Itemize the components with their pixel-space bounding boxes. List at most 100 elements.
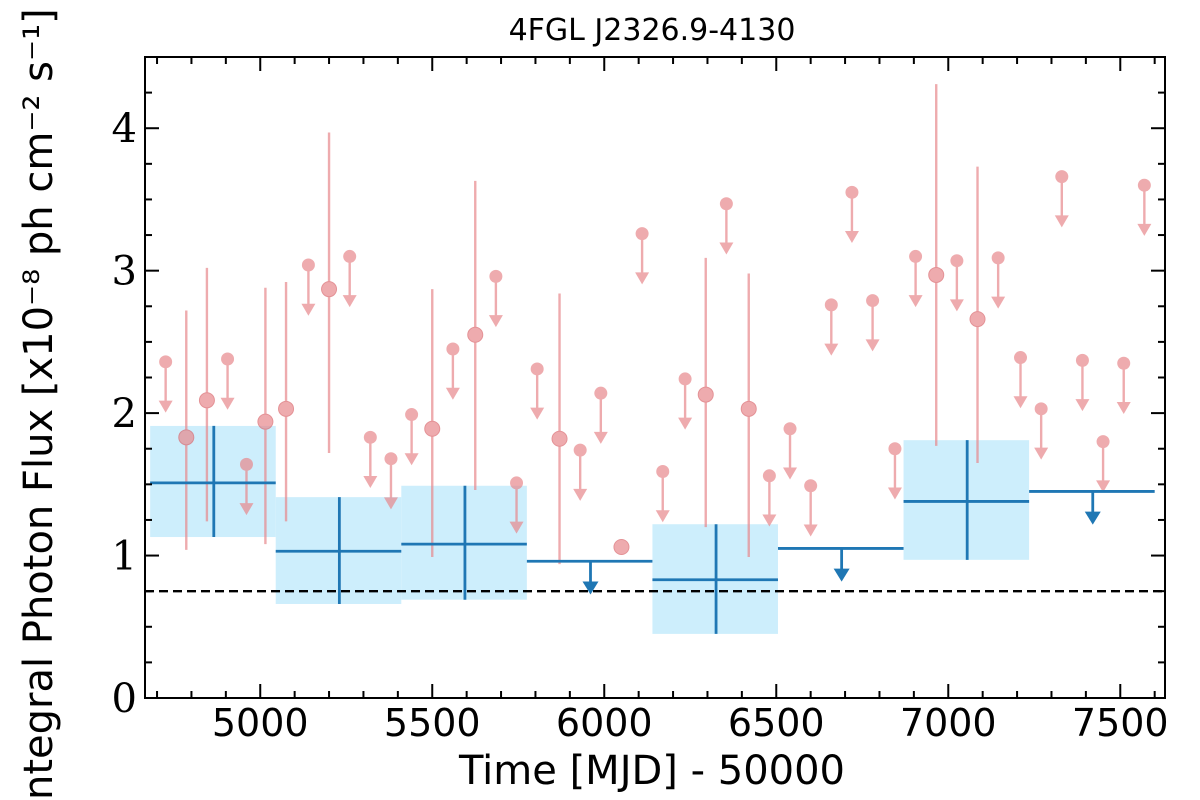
fine-upper-limit (1075, 353, 1090, 412)
fine-upper-limit (593, 386, 608, 444)
upper-limit-arrowhead (509, 521, 524, 534)
upper-limit-marker (866, 294, 880, 308)
upper-limit-arrowhead (783, 467, 798, 480)
fine-upper-limit (509, 476, 524, 534)
data-point (551, 430, 568, 447)
upper-limit-arrowhead (1084, 511, 1101, 525)
fine-upper-limit (887, 442, 902, 500)
upper-limit-marker (635, 227, 649, 241)
x-tick-label: 5000 (212, 701, 309, 745)
upper-limit-arrowhead (1096, 480, 1111, 493)
data-point (257, 413, 274, 430)
upper-limit-arrowhead (220, 397, 235, 410)
upper-limit-marker (1075, 353, 1089, 367)
fine-detection (969, 166, 986, 463)
upper-limit-marker (221, 352, 235, 366)
x-tick-label: 5500 (384, 701, 481, 745)
fine-detection (257, 287, 274, 545)
fine-upper-limit (404, 408, 419, 466)
fine-upper-limit (1116, 356, 1131, 414)
fine-upper-limit (655, 465, 670, 523)
coarse-upper-limit (777, 547, 904, 582)
upper-limit-marker (573, 443, 587, 457)
coarse-detection (903, 440, 1030, 560)
upper-limit-arrowhead (1137, 223, 1152, 236)
upper-limit-arrowhead (301, 303, 316, 316)
fine-upper-limit (844, 185, 859, 244)
upper-limit-marker (1137, 178, 1151, 192)
upper-limit-marker (1096, 435, 1110, 449)
data-point (969, 311, 986, 328)
upper-limit-arrowhead (573, 488, 588, 501)
upper-limit-marker (762, 469, 776, 483)
coarse-upper-limit (526, 559, 653, 595)
fine-detection (740, 273, 757, 557)
data-point (740, 400, 757, 417)
fine-upper-limit (342, 249, 357, 308)
upper-limit-marker (950, 254, 964, 268)
fine-upper-limit (635, 227, 650, 285)
fine-upper-limit (949, 254, 964, 312)
upper-limit-arrowhead (1013, 396, 1028, 409)
x-tick-label: 6500 (728, 701, 825, 745)
fine-upper-limit (383, 452, 398, 510)
upper-limit-marker (845, 185, 859, 199)
upper-limit-marker (239, 457, 253, 471)
y-tick-label: 1 (112, 534, 137, 580)
upper-limit-arrowhead (342, 295, 357, 308)
upper-limit-marker (405, 408, 419, 422)
data-point (613, 539, 630, 556)
x-axis-label: Time [MJD] - 50000 (458, 748, 845, 794)
y-tick-label: 3 (112, 249, 137, 295)
fine-upper-limit (488, 269, 503, 328)
coarse-detection (652, 524, 778, 634)
fine-upper-limit (1137, 178, 1152, 236)
upper-limit-marker (783, 422, 797, 436)
upper-limit-marker (384, 452, 398, 466)
fine-detection (178, 310, 195, 550)
y-axis-label: Integral Photon Flux [x10⁻⁸ ph cm⁻² s⁻¹] (16, 8, 62, 800)
upper-limit-arrowhead (239, 503, 254, 516)
upper-limit-marker (363, 430, 377, 444)
fine-upper-limit (865, 294, 880, 352)
fine-detection (321, 132, 338, 453)
fine-upper-limit (239, 457, 254, 516)
upper-limit-marker (1055, 170, 1069, 184)
upper-limit-marker (594, 386, 608, 400)
upper-limit-arrowhead (530, 407, 545, 420)
upper-limit-marker (719, 197, 733, 211)
y-tick-label: 0 (112, 676, 137, 722)
upper-limit-arrowhead (1116, 401, 1131, 414)
coarse-detection (401, 485, 527, 600)
upper-limit-marker (888, 442, 902, 456)
upper-limit-arrowhead (404, 453, 419, 466)
upper-limit-arrowhead (445, 387, 460, 400)
upper-limit-arrowhead (1054, 215, 1069, 228)
upper-limit-arrowhead (865, 339, 880, 352)
upper-limit-arrowhead (844, 231, 859, 244)
x-tick-label: 7000 (900, 701, 997, 745)
fine-detection (278, 282, 295, 522)
upper-limit-marker (1014, 351, 1028, 365)
upper-limit-marker (1034, 402, 1048, 416)
data-point (321, 281, 338, 298)
fine-upper-limit (573, 443, 588, 501)
upper-limit-marker (804, 479, 818, 493)
upper-limit-arrowhead (593, 431, 608, 444)
axes: 5000 5500 6000 6500 7000 7500 0 1 2 3 4 (112, 56, 1169, 745)
x-tick-label: 6000 (556, 701, 653, 745)
fine-upper-limit (803, 479, 818, 537)
fine-detection (613, 539, 630, 556)
upper-limit-arrowhead (363, 476, 378, 489)
upper-limit-arrowhead (833, 568, 850, 582)
fine-upper-limit (1034, 402, 1049, 460)
fine-upper-limit (991, 251, 1006, 309)
upper-limit-arrowhead (655, 510, 670, 523)
upper-limit-arrowhead (383, 497, 398, 510)
fine-bin-series (158, 84, 1152, 565)
fine-detection (697, 257, 714, 528)
y-tick-label: 2 (112, 391, 137, 437)
fine-detection (551, 293, 568, 565)
upper-limit-marker (1117, 356, 1131, 370)
